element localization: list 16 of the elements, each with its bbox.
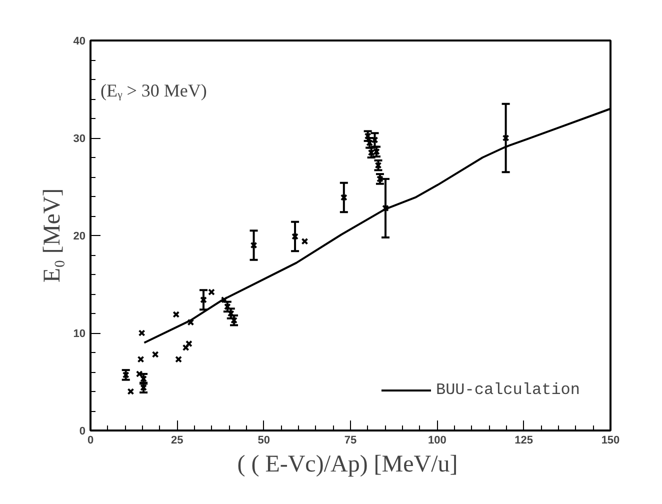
legend-label: BUU-calculation <box>436 381 580 399</box>
x-axis-title: ( ( E-Vc)/Ap) [MeV/u] <box>237 452 458 478</box>
y-tick-label: 40 <box>73 36 86 48</box>
y-tick-label: 0 <box>79 426 86 438</box>
y-tick-label: 30 <box>73 133 86 145</box>
x-tick-label: 75 <box>344 434 357 446</box>
x-tick-label: 25 <box>171 434 184 446</box>
x-tick-label: 0 <box>87 434 94 446</box>
y-axis-title: E₀ [MeV] <box>39 188 66 283</box>
x-tick-label: 100 <box>428 434 446 446</box>
x-tick-label: 50 <box>258 434 270 446</box>
x-tick-label: 125 <box>514 434 534 446</box>
y-tick-label: 10 <box>73 328 86 340</box>
y-tick-label: 20 <box>73 230 86 242</box>
x-tick-label: 150 <box>601 434 620 446</box>
annotation: (Eᵧ > 30 MeV) <box>100 80 207 100</box>
